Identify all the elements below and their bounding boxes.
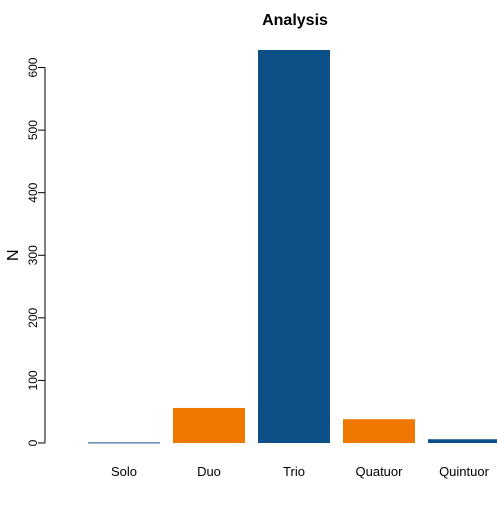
y-tick-label: 600 <box>26 57 40 77</box>
bar-duo <box>173 407 245 443</box>
x-tick-label: Duo <box>197 464 221 479</box>
x-tick-label: Quintuor <box>439 464 490 479</box>
bar-quintuor <box>428 439 497 443</box>
bar-solo <box>88 442 160 444</box>
x-axis-labels: Solo Duo Trio Quatuor Quintuor <box>111 464 490 479</box>
y-tick-label: 300 <box>26 245 40 265</box>
x-tick-label: Quatuor <box>356 464 404 479</box>
y-tick-label: 100 <box>26 370 40 390</box>
y-axis: 0 100 200 300 400 500 600 <box>26 57 46 446</box>
bar-quatuor <box>343 419 415 443</box>
bars <box>88 49 497 444</box>
y-tick-label: 0 <box>26 439 40 446</box>
y-tick-label: 200 <box>26 308 40 328</box>
x-tick-label: Solo <box>111 464 137 479</box>
y-tick-label: 400 <box>26 182 40 202</box>
y-axis-label: N <box>5 249 22 261</box>
x-tick-label: Trio <box>283 464 305 479</box>
y-tick-label: 500 <box>26 120 40 140</box>
chart-title: Analysis <box>262 12 328 29</box>
bar-trio <box>258 49 330 444</box>
